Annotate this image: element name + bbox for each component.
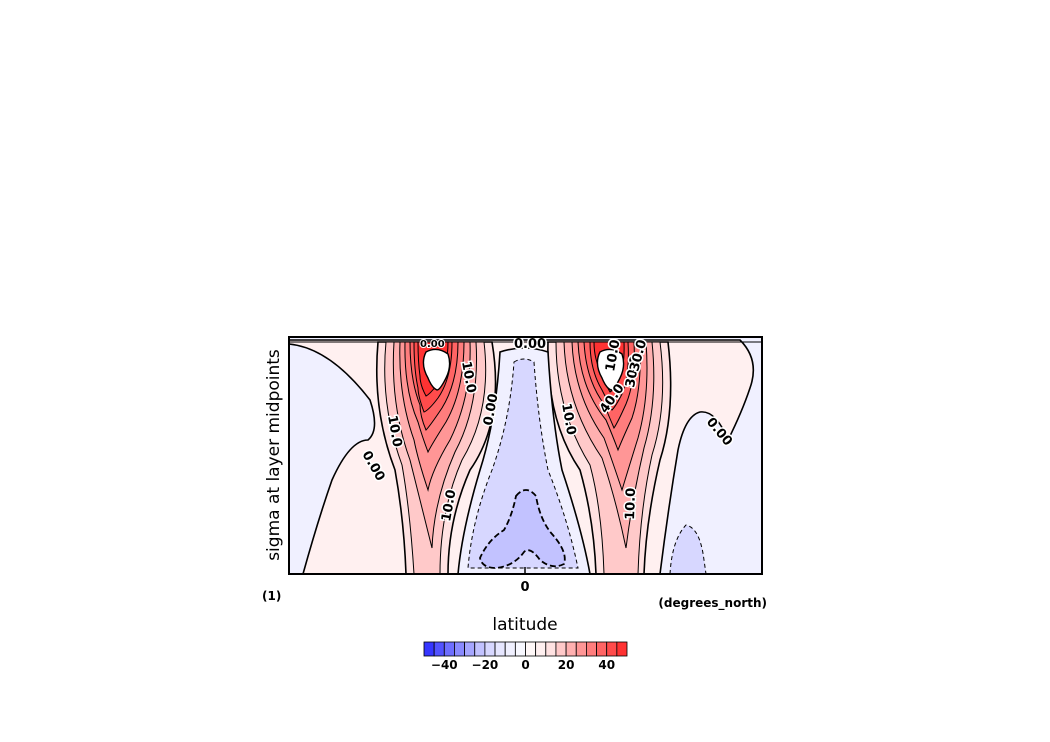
colorbar-swatch xyxy=(433,641,445,657)
colorbar-tick-label: 40 xyxy=(598,658,615,672)
colorbar-tick-label: −20 xyxy=(472,658,499,672)
colorbar-swatch xyxy=(555,641,567,657)
contour-label-7: 10.0 xyxy=(623,488,639,521)
colorbar-swatch xyxy=(606,641,618,657)
colorbar-swatch xyxy=(474,641,486,657)
contour-label-8: 0.00 xyxy=(514,337,546,352)
colorbar-swatch xyxy=(464,641,476,657)
y-axis-units: (1) xyxy=(262,589,281,603)
contour-label-1: 10.0 xyxy=(384,414,404,448)
colorbar-swatch xyxy=(586,641,597,657)
x-axis-units: (degrees_north) xyxy=(658,596,767,611)
colorbar-swatch xyxy=(545,641,557,657)
colorbar-swatch xyxy=(504,641,516,657)
colorbar-swatch xyxy=(565,641,577,657)
colorbar-swatch xyxy=(484,641,496,657)
colorbar-swatch xyxy=(616,641,628,657)
colorbar-swatch xyxy=(575,641,587,657)
contour-label-14: 0.00 xyxy=(420,339,445,350)
colorbar-swatch xyxy=(454,641,466,657)
colorbar: −40 −20 0 20 40 xyxy=(423,641,628,672)
contour-label-6: 10.0 xyxy=(558,402,578,436)
colorbar-swatch xyxy=(525,641,537,657)
central-trough-2 xyxy=(479,489,566,569)
y-axis-label: sigma at layer midpoints xyxy=(264,349,284,561)
colorbar-swatch xyxy=(596,641,608,657)
colorbar-tick-label: −40 xyxy=(431,658,458,672)
contour-label-3: 10.0 xyxy=(458,360,478,394)
x-axis-label: latitude xyxy=(492,615,557,635)
x-tick-label-0: 0 xyxy=(520,580,529,595)
contour-label-9: 30.0 xyxy=(623,354,643,388)
colorbar-swatch xyxy=(535,641,547,657)
contour-label-4: 10.0 xyxy=(439,488,459,522)
colorbar-tick-label: 0 xyxy=(521,658,529,672)
colorbar-swatch xyxy=(514,641,526,657)
colorbar-swatch xyxy=(443,641,455,657)
left-core-blank xyxy=(422,348,451,391)
colorbar-tick-label: 20 xyxy=(558,658,575,672)
contour-field xyxy=(289,337,762,574)
negative-bump-right xyxy=(669,524,707,574)
colorbar-swatch xyxy=(494,641,506,657)
central-trough-1 xyxy=(467,358,579,569)
right-core-blank xyxy=(596,348,625,391)
colorbar-swatch xyxy=(423,641,435,657)
contour-label-10: 10.0 xyxy=(603,338,623,372)
contour-label-5: 0.00 xyxy=(481,392,501,426)
